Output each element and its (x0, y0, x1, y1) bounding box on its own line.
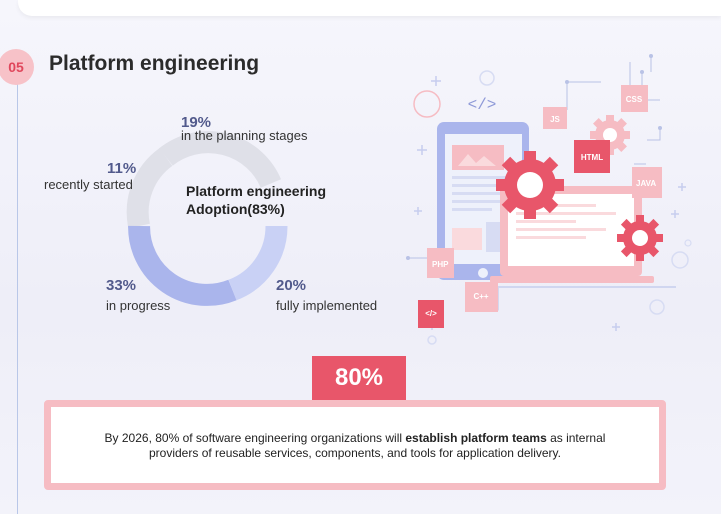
recently-started-percent: 11% (107, 160, 137, 177)
prediction-callout: By 2026, 80% of software engineering org… (44, 400, 666, 490)
in-progress-label: in progress (106, 298, 171, 313)
donut-center-line1: Platform engineering (186, 183, 327, 199)
code-symbol: </> (468, 96, 497, 114)
section-title: Platform engineering (49, 52, 260, 75)
tag-code: </> (425, 309, 437, 318)
fully-implemented-label: fully implemented (276, 298, 378, 313)
tag-css: CSS (626, 95, 643, 104)
section-number-badge: 05 (0, 49, 34, 85)
prediction-text-end: as internal providers of reusable servic… (149, 431, 606, 460)
tag-php: PHP (432, 260, 449, 269)
prediction-text-start: By 2026, 80% of software engineering org… (104, 431, 406, 445)
segment-planning (159, 131, 282, 189)
timeline-line (17, 82, 18, 514)
planning-percent: 19% (181, 114, 212, 131)
segment-fully-implemented (228, 225, 288, 301)
tag-html: HTML (581, 153, 603, 162)
planning-label: in the planning stages (181, 128, 308, 143)
segment-in-progress (128, 225, 237, 306)
donut-center-line2: Adoption(83%) (186, 201, 285, 217)
prediction-text-emphasis: establish platform teams (405, 431, 547, 445)
recently-started-label: recently started (44, 177, 133, 192)
segment-recently-started (126, 148, 173, 229)
tag-js: JS (550, 115, 560, 124)
tag-java: JAVA (636, 179, 656, 188)
donut-center-title: Platform engineering Adoption(83%) (186, 182, 326, 218)
prediction-text: By 2026, 80% of software engineering org… (91, 431, 619, 461)
fully-implemented-percent: 20% (276, 277, 307, 294)
previous-section-card (18, 0, 721, 16)
tag-cpp: C++ (473, 292, 488, 301)
stat-tab: 80% (312, 356, 406, 400)
in-progress-percent: 33% (106, 277, 137, 294)
